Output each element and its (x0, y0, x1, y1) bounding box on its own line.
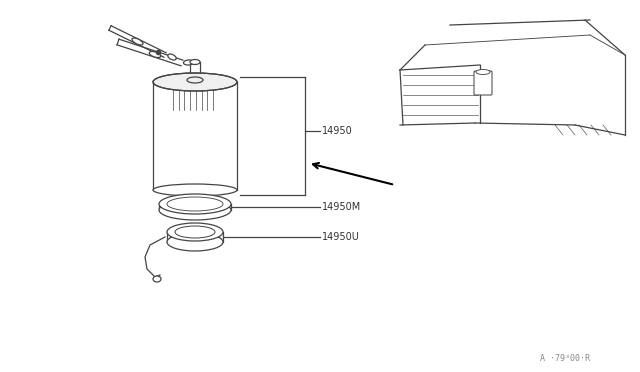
Ellipse shape (184, 60, 193, 65)
Ellipse shape (159, 194, 231, 214)
Ellipse shape (168, 54, 176, 60)
Ellipse shape (476, 70, 490, 74)
Ellipse shape (187, 77, 203, 83)
Ellipse shape (190, 60, 200, 64)
Text: 14950: 14950 (322, 126, 353, 136)
Ellipse shape (153, 276, 161, 282)
Ellipse shape (159, 200, 231, 220)
Text: A ·79³00·R: A ·79³00·R (540, 354, 590, 363)
Ellipse shape (167, 233, 223, 251)
Text: 14950M: 14950M (322, 202, 361, 212)
Ellipse shape (175, 226, 215, 238)
Text: 14950U: 14950U (322, 232, 360, 242)
Ellipse shape (167, 197, 223, 211)
Ellipse shape (132, 38, 143, 45)
Ellipse shape (153, 184, 237, 196)
FancyBboxPatch shape (474, 71, 492, 95)
Ellipse shape (149, 51, 161, 58)
Ellipse shape (167, 223, 223, 241)
Ellipse shape (153, 73, 237, 91)
